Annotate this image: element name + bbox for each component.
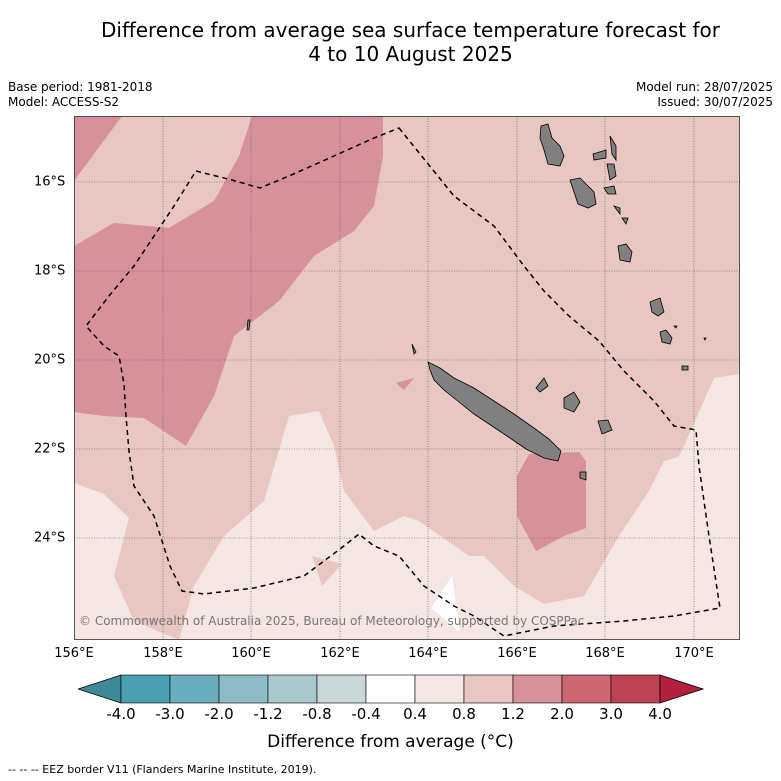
colorbar-segment [169, 674, 220, 704]
colorbar-segment [267, 674, 318, 704]
y-tick-18s: 18°S [34, 263, 66, 279]
colorbar-tick-label: 4.0 [648, 705, 672, 723]
anomaly-area-1.2-2.0-loyalty [517, 452, 586, 551]
anomaly-area-0.4-0.8-east [634, 374, 740, 606]
colorbar-tick-label: -2.0 [204, 705, 234, 723]
colorbar-extend-low [78, 674, 122, 704]
model-run: Model run: 28/07/2025 [635, 80, 773, 94]
base-period: Base period: 1981-2018 [8, 80, 153, 94]
title-line-1: Difference from average sea surface temp… [100, 18, 720, 42]
colorbar-segment [561, 674, 612, 704]
colorbar-segment [120, 674, 171, 704]
map-frame [74, 116, 740, 640]
meta-left: Base period: 1981-2018 Model: ACCESS-S2 [8, 80, 153, 110]
colorbar-tick-label: -0.8 [302, 705, 332, 723]
colorbar-tick-label: -4.0 [106, 705, 136, 723]
issued-date: Issued: 30/07/2025 [657, 95, 773, 109]
landmass-islands [246, 123, 707, 481]
anomaly-area-1.2-2.0-central [74, 116, 383, 446]
x-tick-156: 156°E [54, 646, 94, 661]
y-tick-22s: 22°S [34, 441, 66, 457]
map-title: Difference from average sea surface temp… [40, 18, 781, 66]
colorbar-tick-label: 2.0 [550, 705, 574, 723]
y-tick-24s: 24°S [34, 530, 66, 546]
eez-legend: -- -- -- EEZ border V11 (Flanders Marine… [8, 763, 317, 776]
colorbar-segment [316, 674, 367, 704]
colorbar-segment [365, 674, 416, 704]
anomaly-area-below-0.4 [431, 576, 460, 632]
eez-border [85, 127, 721, 637]
anomaly-area-0.4-0.8-south [179, 411, 740, 640]
colorbar-tick-label: -1.2 [253, 705, 283, 723]
colorbar-segment [463, 674, 514, 704]
colorbar-title: Difference from average (°C) [267, 732, 514, 752]
x-tick-168: 168°E [585, 646, 625, 661]
colorbar-segment [414, 674, 465, 704]
colorbar-segment [218, 674, 269, 704]
title-line-2: 4 to 10 August 2025 [308, 42, 513, 66]
colorbar-tick-label: 1.2 [501, 705, 525, 723]
colorbar [78, 674, 705, 704]
colorbar-tick-label: -3.0 [155, 705, 185, 723]
colorbar-segment [610, 674, 661, 704]
y-tick-16s: 16°S [34, 174, 66, 190]
copyright-note: © Commonwealth of Australia 2025, Bureau… [79, 614, 585, 628]
x-tick-162: 162°E [320, 646, 360, 661]
colorbar-tick-label: 0.8 [452, 705, 476, 723]
model-name: Model: ACCESS-S2 [8, 95, 120, 109]
x-tick-166: 166°E [497, 646, 537, 661]
x-tick-160: 160°E [231, 646, 271, 661]
colorbar-segment [512, 674, 563, 704]
colorbar-tick-label: -0.4 [351, 705, 381, 723]
x-tick-158: 158°E [143, 646, 183, 661]
x-tick-164: 164°E [408, 646, 448, 661]
y-tick-20s: 20°S [34, 352, 66, 368]
gridlines [74, 116, 740, 640]
colorbar-extend-high [659, 674, 705, 704]
meta-right: Model run: 28/07/2025 Issued: 30/07/2025 [636, 80, 773, 110]
anomaly-area-1.2-2.0-islet [396, 378, 414, 390]
anomaly-area-0.4-0.8-west [74, 483, 179, 640]
sst-anomaly-map [74, 116, 740, 640]
colorbar-tick-label: 3.0 [599, 705, 623, 723]
colorbar-tick-label: 0.4 [403, 705, 427, 723]
anomaly-area-1.2-2.0-northwest [74, 116, 122, 181]
x-tick-170: 170°E [674, 646, 714, 661]
new-caledonia-island [427, 361, 562, 462]
